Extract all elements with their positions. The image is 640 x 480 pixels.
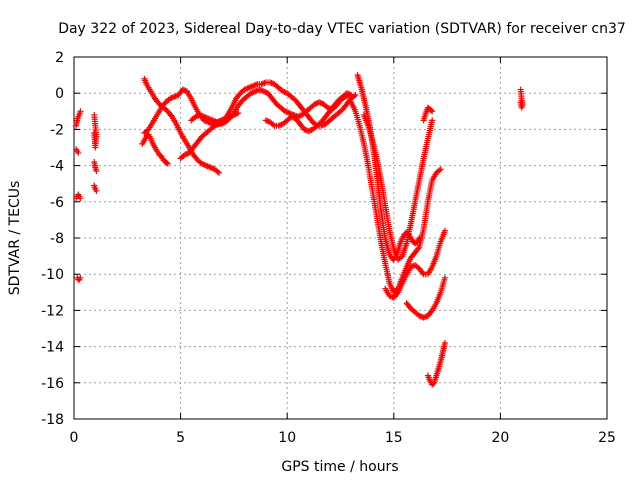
series-s7 <box>91 182 100 194</box>
data-point <box>415 245 422 252</box>
series-s1 <box>73 108 84 129</box>
data-point <box>77 195 84 202</box>
data-point <box>419 269 426 276</box>
y-tick-label: -2 <box>50 122 64 138</box>
x-tick-label: 15 <box>385 430 403 446</box>
y-tick-label: -6 <box>50 195 64 211</box>
x-tick-label: 25 <box>598 430 616 446</box>
data-points <box>73 72 526 388</box>
data-point <box>437 166 444 173</box>
data-point <box>77 274 84 281</box>
y-tick-label: -10 <box>41 267 64 283</box>
x-tick-label: 5 <box>176 430 185 446</box>
data-point <box>164 160 171 167</box>
data-point <box>215 169 222 176</box>
data-point <box>93 187 100 194</box>
data-point <box>429 108 436 115</box>
data-point <box>428 308 435 315</box>
series-s19 <box>424 339 448 388</box>
x-tick-label: 20 <box>491 430 509 446</box>
x-tick-label: 10 <box>278 430 296 446</box>
data-point <box>441 339 448 346</box>
data-point <box>168 112 175 119</box>
data-point <box>229 111 236 118</box>
data-point <box>77 108 84 115</box>
data-point <box>163 159 170 166</box>
data-point <box>348 92 355 99</box>
series-s18 <box>403 274 448 321</box>
y-tick-label: -12 <box>41 303 64 319</box>
series-s8 <box>141 75 222 176</box>
y-tick-label: -18 <box>41 412 64 428</box>
data-point <box>91 130 98 137</box>
data-point <box>75 149 82 156</box>
series-s4 <box>74 274 84 283</box>
data-point <box>441 274 448 281</box>
y-axis-label: SDTVAR / TECUs <box>7 181 23 296</box>
series-s9 <box>141 86 242 137</box>
series-s15 <box>348 99 444 296</box>
y-tick-label: -8 <box>50 231 64 247</box>
series-s3 <box>73 191 84 202</box>
series-s6 <box>91 158 100 175</box>
series-s10 <box>139 131 171 167</box>
series-s21 <box>517 86 526 111</box>
y-tick-label: 2 <box>55 50 64 66</box>
x-axis-label: GPS time / hours <box>281 459 398 475</box>
series-s20 <box>420 104 436 124</box>
data-point <box>93 168 100 175</box>
series-s2 <box>73 146 82 156</box>
data-point <box>428 107 435 114</box>
y-tick-label: 0 <box>55 86 64 102</box>
data-point <box>393 290 400 297</box>
data-point <box>429 117 436 124</box>
chart-title: Day 322 of 2023, Sidereal Day-to-day VTE… <box>58 21 626 37</box>
series-s5 <box>91 111 100 151</box>
y-tick-label: -14 <box>41 340 64 356</box>
series-s13 <box>262 90 355 135</box>
series-s16 <box>360 111 436 263</box>
data-point <box>517 99 524 106</box>
series-s17 <box>382 227 448 301</box>
y-tick-label: -4 <box>50 159 64 175</box>
data-point <box>260 80 267 87</box>
x-tick-label: 0 <box>70 430 79 446</box>
data-point <box>441 227 448 234</box>
grid <box>74 57 607 419</box>
data-point <box>261 79 268 86</box>
series-s14 <box>354 72 423 263</box>
y-tick-label: -16 <box>41 376 64 392</box>
